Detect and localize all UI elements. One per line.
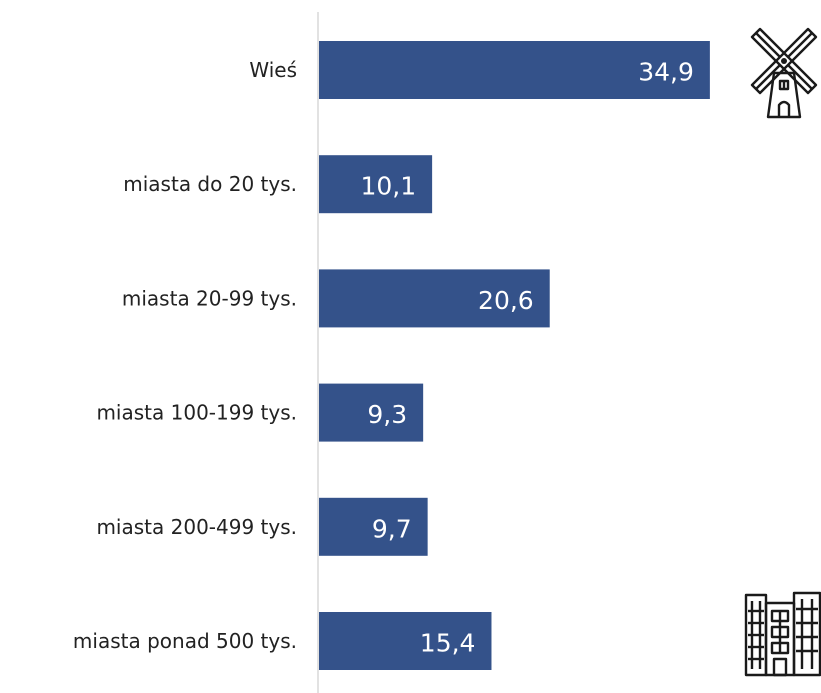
category-label: Wieś [249, 58, 297, 82]
value-label: 34,9 [638, 58, 694, 87]
apartment-building-icon [744, 591, 821, 677]
bar [319, 41, 710, 99]
category-label: miasta 200-499 tys. [96, 515, 297, 539]
category-label: miasta 20-99 tys. [122, 286, 297, 310]
value-label: 9,3 [367, 400, 407, 429]
value-label: 15,4 [420, 629, 476, 658]
bar [319, 383, 424, 442]
bar [319, 269, 550, 328]
bars-group: Wieś 34,9 miasta do 20 tys. 10,1 miasta 20-9… [73, 41, 710, 670]
bar [319, 612, 492, 670]
value-label: 9,7 [372, 514, 412, 543]
category-label: miasta 100-199 tys. [96, 401, 297, 425]
value-label: 20,6 [478, 286, 534, 315]
bar [319, 497, 428, 556]
category-label: miasta ponad 500 tys. [73, 629, 297, 653]
category-label: miasta do 20 tys. [123, 172, 297, 196]
windmill-icon [750, 27, 818, 119]
value-label: 10,1 [360, 172, 416, 201]
bar [319, 155, 433, 214]
